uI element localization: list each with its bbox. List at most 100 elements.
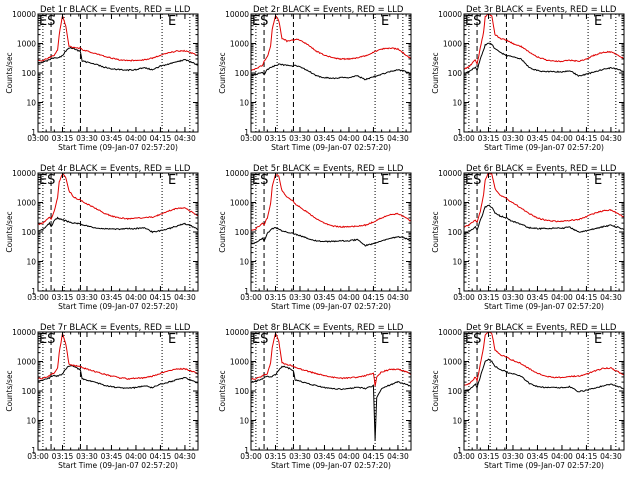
event-marker-label: E — [465, 332, 473, 347]
y-tick-label: 100 — [235, 228, 250, 237]
y-tick-label: 10000 — [225, 169, 249, 178]
x-tick-label: 04:00 — [338, 293, 360, 302]
event-marker-label: E — [381, 173, 389, 188]
x-tick-label: 03:15 — [478, 452, 500, 461]
x-axis-label: Start Time (09-Jan-07 02:57:20) — [484, 143, 604, 152]
panel-title: Det 4r BLACK = Events, RED = LLD — [40, 164, 191, 174]
x-tick-label: 03:15 — [478, 293, 500, 302]
x-tick-label: 03:15 — [265, 134, 287, 143]
y-tick-label: 10000 — [225, 328, 249, 337]
series-black-line — [464, 358, 624, 393]
y-tick-label: 100 — [235, 387, 250, 396]
x-tick-label: 03:15 — [265, 452, 287, 461]
x-tick-label: 04:30 — [387, 452, 409, 461]
event-marker-label: E — [168, 173, 176, 188]
x-tick-label: 03:30 — [289, 293, 311, 302]
series-red-line — [251, 15, 411, 72]
panel-title: Det 2r BLACK = Events, RED = LLD — [253, 5, 404, 15]
series-red-line — [38, 173, 198, 226]
event-marker-label: S — [473, 14, 481, 29]
y-tick-label: 10 — [452, 99, 462, 108]
event-marker-label: E — [39, 14, 47, 29]
x-axis-label: Start Time (09-Jan-07 02:57:20) — [484, 302, 604, 311]
y-tick-label: 10 — [452, 258, 462, 267]
y-tick-label: 10000 — [438, 169, 462, 178]
x-tick-label: 03:45 — [527, 452, 549, 461]
x-tick-label: 03:00 — [453, 134, 475, 143]
y-tick-label: 1000 — [17, 199, 36, 208]
x-tick-label: 04:30 — [174, 452, 196, 461]
x-tick-label: 03:00 — [453, 452, 475, 461]
series-red-line — [251, 173, 411, 232]
event-marker-label: S — [47, 173, 55, 188]
plot-frame — [250, 13, 412, 133]
plot-frame — [37, 172, 199, 292]
x-tick-label: 04:15 — [150, 452, 172, 461]
x-axis-label: Start Time (09-Jan-07 02:57:20) — [271, 302, 391, 311]
y-tick-label: 10000 — [12, 10, 36, 19]
y-axis-label: Counts/sec — [218, 211, 227, 252]
x-axis-label: Start Time (09-Jan-07 02:57:20) — [271, 461, 391, 470]
plot-area — [251, 173, 411, 291]
series-black-line — [251, 63, 411, 81]
series-red-line — [464, 14, 624, 70]
y-tick-label: 10 — [26, 99, 36, 108]
y-tick-label: 10 — [239, 99, 249, 108]
event-marker-label: E — [465, 173, 473, 188]
plot-area — [464, 332, 624, 450]
y-tick-label: 1000 — [443, 358, 462, 367]
y-tick-label: 1 — [31, 287, 36, 296]
x-tick-label: 03:00 — [240, 452, 262, 461]
event-marker-label: S — [473, 173, 481, 188]
x-tick-label: 04:00 — [551, 293, 573, 302]
event-marker-label: S — [260, 332, 268, 347]
y-tick-label: 10000 — [225, 10, 249, 19]
y-tick-label: 10000 — [438, 328, 462, 337]
event-marker-label: E — [252, 14, 260, 29]
plot-frame — [37, 13, 199, 133]
y-axis-label: Counts/sec — [5, 52, 14, 93]
plot-area — [464, 14, 624, 132]
x-axis-label: Start Time (09-Jan-07 02:57:20) — [58, 143, 178, 152]
x-tick-label: 03:30 — [502, 134, 524, 143]
y-tick-label: 10 — [452, 417, 462, 426]
x-axis-label: Start Time (09-Jan-07 02:57:20) — [271, 143, 391, 152]
series-black-line — [38, 365, 198, 390]
x-tick-label: 03:45 — [101, 452, 123, 461]
y-axis-label: Counts/sec — [431, 211, 440, 252]
x-tick-label: 04:15 — [576, 134, 598, 143]
x-tick-label: 03:45 — [314, 452, 336, 461]
x-tick-label: 04:15 — [576, 452, 598, 461]
event-marker-label: E — [168, 14, 176, 29]
y-tick-label: 100 — [22, 387, 37, 396]
x-tick-label: 03:00 — [240, 293, 262, 302]
x-tick-label: 03:45 — [527, 293, 549, 302]
y-tick-label: 100 — [22, 228, 37, 237]
plot-frame — [250, 172, 412, 292]
series-black-line — [38, 46, 198, 72]
x-tick-label: 03:15 — [52, 452, 74, 461]
x-tick-label: 03:15 — [265, 293, 287, 302]
panel-title: Det 5r BLACK = Events, RED = LLD — [253, 164, 404, 174]
plot-frame — [463, 331, 625, 451]
x-tick-label: 03:00 — [27, 293, 49, 302]
x-tick-label: 03:00 — [27, 134, 49, 143]
event-marker-label: S — [260, 14, 268, 29]
series-red-line — [38, 333, 198, 380]
event-marker-label: E — [381, 14, 389, 29]
y-tick-label: 10 — [26, 417, 36, 426]
y-tick-label: 1 — [31, 128, 36, 137]
plot-area — [38, 173, 198, 291]
y-tick-label: 1000 — [230, 40, 249, 49]
x-axis-label: Start Time (09-Jan-07 02:57:20) — [58, 302, 178, 311]
x-tick-label: 04:15 — [363, 134, 385, 143]
x-tick-label: 04:00 — [551, 452, 573, 461]
y-tick-label: 1 — [31, 446, 36, 455]
y-tick-label: 10000 — [12, 328, 36, 337]
series-black-line — [464, 42, 624, 77]
x-tick-label: 04:15 — [576, 293, 598, 302]
series-black-line — [251, 365, 411, 441]
